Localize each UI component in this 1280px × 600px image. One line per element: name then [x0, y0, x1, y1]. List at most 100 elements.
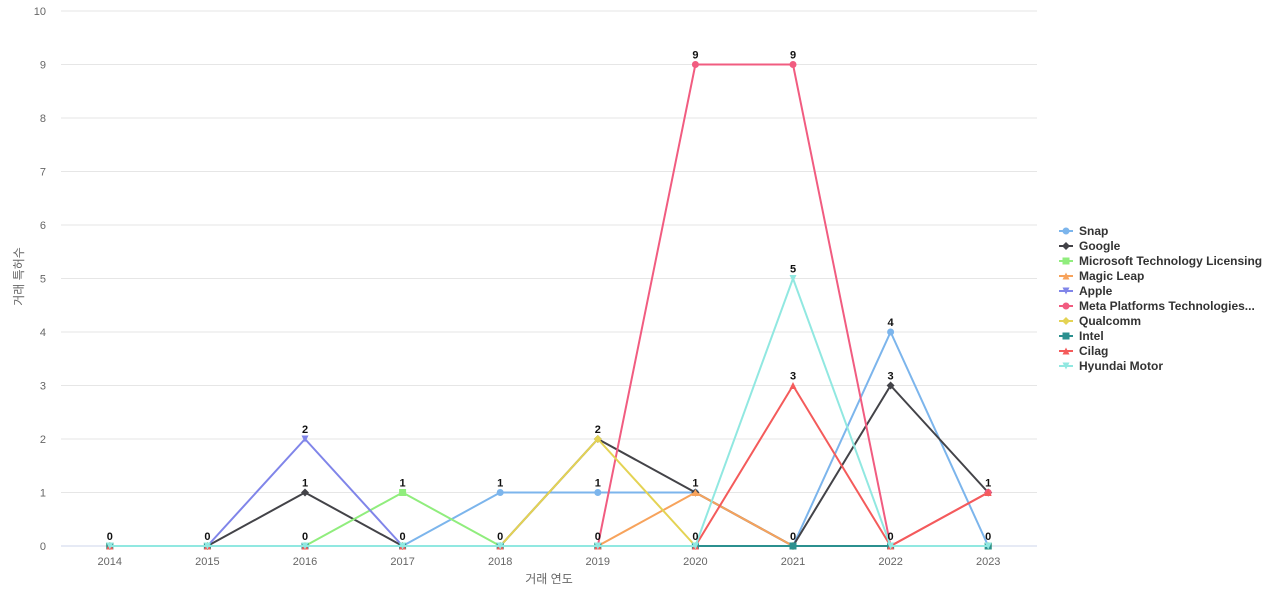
- data-point-snap: [496, 489, 504, 496]
- data-label: 2: [302, 424, 308, 436]
- legend-label: Cilag: [1079, 344, 1108, 358]
- data-point-google: [886, 381, 895, 390]
- legend-marker: [1062, 242, 1070, 250]
- series-hyundai-motor: [106, 275, 992, 550]
- legend-label: Hyundai Motor: [1079, 359, 1163, 373]
- legend-label: Snap: [1079, 224, 1108, 238]
- x-axis-title: 거래 연도: [525, 572, 573, 586]
- data-label: 0: [692, 531, 698, 543]
- data-label: 0: [107, 531, 113, 543]
- data-point-hyundai-motor: [594, 542, 602, 550]
- data-point-qualcomm: [593, 435, 602, 443]
- legend-item-microsoft-technology-licensing[interactable]: Microsoft Technology Licensing: [1059, 254, 1262, 268]
- data-label: 2: [595, 424, 601, 436]
- data-point-microsoft-technology-licensing: [399, 489, 407, 496]
- data-label: 0: [302, 531, 308, 543]
- data-point-intel: [789, 542, 797, 550]
- x-tick-label: 2020: [683, 556, 707, 568]
- series-line-google: [109, 384, 989, 547]
- y-tick-label: 10: [34, 6, 46, 18]
- legend-marker: [1062, 302, 1070, 310]
- data-point-hyundai-motor: [496, 542, 504, 550]
- data-label: 5: [790, 264, 796, 276]
- series-google: [105, 381, 993, 550]
- x-tick-label: 2014: [98, 556, 122, 568]
- y-axis-title: 거래 특허수: [12, 247, 26, 306]
- legend-marker: [1062, 257, 1070, 265]
- series-meta-platforms-technologies: [106, 61, 992, 550]
- data-point-hyundai-motor: [691, 542, 699, 550]
- legend-marker: [1062, 287, 1070, 295]
- data-label: 0: [204, 531, 210, 543]
- y-tick-label: 8: [40, 113, 46, 125]
- data-point-meta-platforms-technologies: [789, 61, 797, 68]
- data-label: 1: [302, 478, 308, 490]
- series-line-magic-leap: [109, 491, 989, 547]
- data-label: 1: [400, 478, 406, 490]
- legend-label: Magic Leap: [1079, 269, 1144, 283]
- data-point-snap: [594, 489, 602, 496]
- data-label: 0: [985, 531, 991, 543]
- y-tick-label: 2: [40, 434, 46, 446]
- data-label: 3: [790, 371, 796, 383]
- legend-marker: [1062, 362, 1070, 370]
- grid-lines: [61, 10, 1037, 547]
- data-label: 9: [692, 50, 698, 62]
- legend-item-cilag[interactable]: Cilag: [1059, 344, 1108, 358]
- y-tick-label: 9: [40, 60, 46, 72]
- y-tick-label: 6: [40, 220, 46, 232]
- y-tick-label: 0: [40, 541, 46, 553]
- data-point-hyundai-motor: [106, 542, 114, 550]
- series-lines: [105, 61, 993, 550]
- data-label: 1: [595, 478, 601, 490]
- legend-item-hyundai-motor[interactable]: Hyundai Motor: [1059, 359, 1163, 373]
- legend-label: Microsoft Technology Licensing: [1079, 254, 1262, 268]
- series-line-cilag: [109, 384, 989, 547]
- data-point-magic-leap: [691, 489, 699, 496]
- data-label: 1: [692, 478, 698, 490]
- x-tick-label: 2017: [390, 556, 414, 568]
- x-tick-label: 2021: [781, 556, 805, 568]
- data-label: 1: [985, 478, 991, 490]
- data-label: 4: [888, 317, 895, 329]
- series-microsoft-technology-licensing: [106, 489, 992, 550]
- y-axis-ticks: 0 1 2 3 4 5 6 7 8 9 10: [34, 6, 46, 553]
- legend-label: Meta Platforms Technologies...: [1079, 299, 1255, 313]
- legend-label: Google: [1079, 239, 1121, 253]
- data-labels: 0 0 2 1 0 1 0 1 0 2 1 0 9 1 0 9 5 3 0 4 3 0 1 0: [107, 50, 992, 544]
- x-tick-label: 2023: [976, 556, 1000, 568]
- legend-item-google[interactable]: Google: [1059, 239, 1121, 253]
- data-point-apple: [301, 435, 309, 443]
- data-label: 0: [790, 531, 796, 543]
- legend-item-apple[interactable]: Apple: [1059, 284, 1113, 298]
- x-tick-label: 2022: [878, 556, 902, 568]
- data-label: 1: [497, 478, 503, 490]
- data-point-cilag: [984, 489, 992, 496]
- data-point-hyundai-motor: [984, 542, 992, 550]
- y-tick-label: 7: [40, 167, 46, 179]
- legend-marker: [1062, 332, 1070, 340]
- data-point-hyundai-motor: [203, 542, 211, 550]
- series-line-meta-platforms-technologies: [109, 63, 989, 547]
- legend-marker: [1062, 272, 1070, 280]
- legend-marker: [1062, 317, 1070, 325]
- legend-item-qualcomm[interactable]: Qualcomm: [1059, 314, 1141, 328]
- data-label: 3: [888, 371, 894, 383]
- series-magic-leap: [106, 489, 992, 550]
- data-point-hyundai-motor: [301, 542, 309, 550]
- series-line-microsoft-technology-licensing: [109, 491, 989, 547]
- legend-item-snap[interactable]: Snap: [1059, 224, 1108, 238]
- data-label: 0: [497, 531, 503, 543]
- legend-item-meta-platforms-technologies[interactable]: Meta Platforms Technologies...: [1059, 299, 1255, 313]
- x-tick-label: 2019: [586, 556, 610, 568]
- legend-item-magic-leap[interactable]: Magic Leap: [1059, 269, 1144, 283]
- legend-marker: [1062, 347, 1070, 355]
- data-point-snap: [887, 328, 895, 336]
- data-point-hyundai-motor: [887, 542, 895, 550]
- data-point-hyundai-motor: [399, 542, 407, 550]
- series-cilag: [106, 382, 992, 550]
- x-tick-label: 2015: [195, 556, 219, 568]
- legend-item-intel[interactable]: Intel: [1059, 329, 1104, 343]
